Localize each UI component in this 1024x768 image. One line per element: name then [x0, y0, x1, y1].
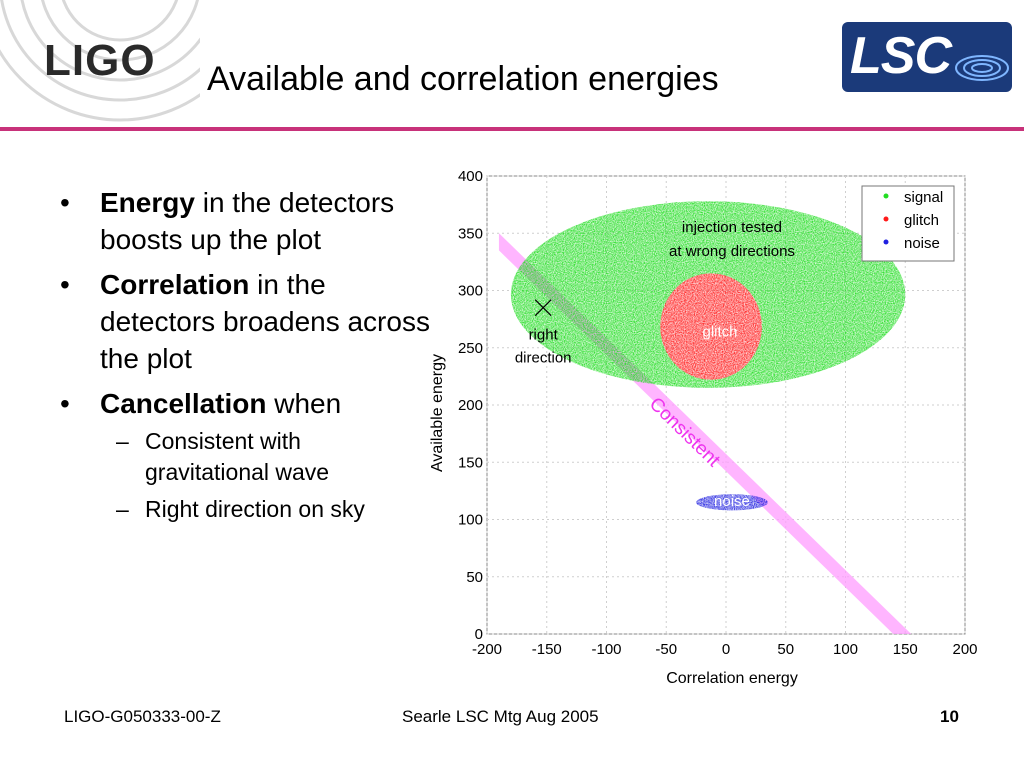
bullet-bold: Energy [100, 187, 195, 218]
bullet-item: • Cancellation when – Consistent with gra… [60, 385, 430, 525]
sub-bullet-list: – Consistent with gravitational wave – Rig… [100, 426, 430, 525]
legend-entry: glitch [904, 212, 939, 229]
y-tick-label: 400 [458, 168, 483, 185]
chart-annotation: noise [714, 493, 750, 510]
x-tick-label: -200 [472, 641, 502, 658]
x-axis-label: Correlation energy [666, 670, 798, 687]
swirl-icon [955, 55, 1009, 81]
legend-entry: signal [904, 189, 943, 206]
sub-bullet-text: Right direction on sky [145, 496, 365, 522]
bullet-text: in the detectors boosts up the plot [100, 187, 395, 255]
y-tick-label: 50 [466, 569, 483, 586]
x-tick-label: -150 [532, 641, 562, 658]
bullet-list: • Energy in the detectors boosts up the … [60, 184, 430, 533]
footer-meeting: Searle LSC Mtg Aug 2005 [402, 707, 599, 726]
y-tick-label: 100 [458, 512, 483, 529]
y-axis-label: Available energy [429, 354, 446, 472]
title-rule [0, 127, 1024, 131]
page-number: 10 [940, 707, 959, 726]
chart-annotation: at wrong directions [669, 243, 795, 260]
series-cloud-glitch [660, 273, 762, 380]
chart-annotation: right [529, 327, 559, 344]
x-tick-label: 150 [893, 641, 918, 658]
chart-annotation: glitch [703, 323, 738, 340]
bullet-dot: • [60, 187, 70, 218]
y-tick-label: 350 [458, 225, 483, 242]
bullet-bold: Cancellation [100, 388, 267, 419]
y-tick-label: 250 [458, 340, 483, 357]
consistent-band [498, 233, 912, 634]
y-tick-label: 150 [458, 454, 483, 471]
lsc-logo: LSC [842, 22, 1012, 92]
x-tick-label: 0 [722, 641, 730, 658]
lsc-logo-text: LSC [850, 27, 952, 85]
x-tick-label: 50 [777, 641, 794, 658]
y-tick-label: 0 [475, 626, 483, 643]
decorative-arcs [0, 0, 200, 122]
x-tick-label: 200 [952, 641, 977, 658]
x-tick-label: -100 [591, 641, 621, 658]
sub-bullet-item: – Right direction on sky [116, 496, 365, 522]
legend-marker [883, 216, 889, 222]
chart-annotation: injection tested [682, 219, 782, 236]
legend-entry: noise [904, 235, 940, 252]
chart-annotation: direction [515, 350, 572, 367]
series-cloud-noise [696, 494, 768, 511]
bullet-text: when [266, 388, 342, 419]
x-tick-label: 100 [833, 641, 858, 658]
bullet-dot: • [60, 388, 70, 419]
slide-title: Available and correlation energies [207, 60, 719, 98]
y-tick-label: 300 [458, 283, 483, 300]
bullet-bold: Correlation [100, 269, 250, 300]
energy-scatter-chart: -200 -150 -100 -50 0 50 100 150 200 0 50 100 150 200 2… [429, 168, 978, 687]
legend-marker [883, 239, 889, 245]
y-tick-label: 200 [458, 397, 483, 414]
footer-doc-id: LIGO-G050333-00-Z [64, 707, 221, 726]
x-tick-label: -50 [655, 641, 677, 658]
bullet-item: • Energy in the detectors boosts up the … [60, 184, 430, 258]
bullet-text: in the detectors broadens across the plo… [100, 269, 430, 374]
ligo-logo: LIGO [44, 36, 156, 85]
legend: signal glitch noise [861, 185, 955, 262]
right-direction-marker [534, 299, 552, 317]
sub-bullet-text: Consistent with gravitational wave [145, 428, 330, 485]
bullet-item: • Correlation in the detectors broadens … [60, 266, 430, 377]
sub-bullet-item: – Consistent with gravitational wave [116, 428, 330, 485]
legend-marker [883, 193, 889, 199]
bullet-dot: • [60, 269, 70, 300]
